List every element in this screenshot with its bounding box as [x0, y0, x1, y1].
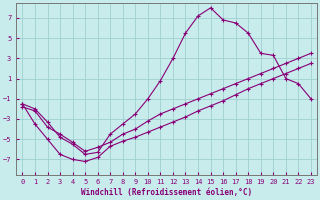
- X-axis label: Windchill (Refroidissement éolien,°C): Windchill (Refroidissement éolien,°C): [81, 188, 252, 197]
